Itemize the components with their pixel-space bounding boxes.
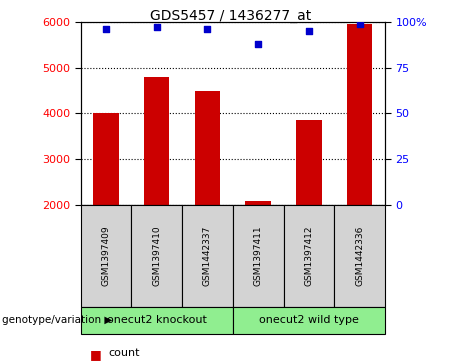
Bar <box>182 205 233 307</box>
Point <box>204 26 211 32</box>
Bar <box>81 307 233 334</box>
Point <box>356 21 363 26</box>
Text: GSM1397410: GSM1397410 <box>152 225 161 286</box>
Bar <box>334 205 385 307</box>
Text: GSM1397411: GSM1397411 <box>254 225 263 286</box>
Text: onecut2 knockout: onecut2 knockout <box>107 315 207 325</box>
Point <box>254 41 262 47</box>
Bar <box>284 205 334 307</box>
Point <box>153 24 160 30</box>
Text: count: count <box>108 348 140 359</box>
Text: GDS5457 / 1436277_at: GDS5457 / 1436277_at <box>150 9 311 23</box>
Bar <box>81 205 131 307</box>
Bar <box>144 77 170 205</box>
Bar <box>233 307 385 334</box>
Text: GSM1397409: GSM1397409 <box>101 225 111 286</box>
Text: genotype/variation ▶: genotype/variation ▶ <box>2 315 112 325</box>
Text: GSM1397412: GSM1397412 <box>304 226 313 286</box>
Bar <box>195 90 220 205</box>
Point <box>102 26 110 32</box>
Bar <box>131 205 182 307</box>
Point <box>305 28 313 34</box>
Bar <box>93 113 119 205</box>
Bar <box>296 120 322 205</box>
Text: onecut2 wild type: onecut2 wild type <box>259 315 359 325</box>
Text: GSM1442337: GSM1442337 <box>203 226 212 286</box>
Bar <box>245 200 271 205</box>
Text: ■: ■ <box>90 348 101 362</box>
Text: GSM1442336: GSM1442336 <box>355 226 364 286</box>
Bar <box>233 205 284 307</box>
Bar <box>347 24 372 205</box>
